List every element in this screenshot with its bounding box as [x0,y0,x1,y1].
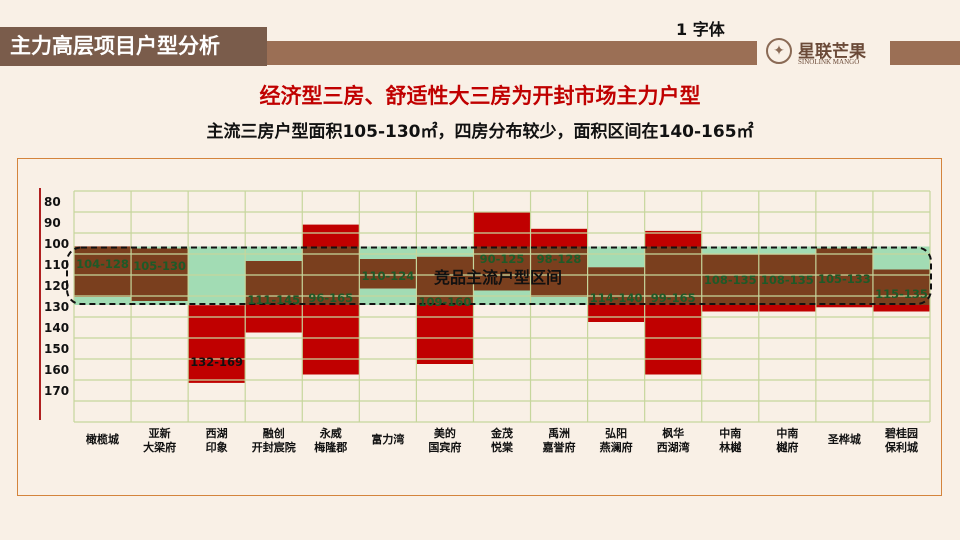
y-tick-label: 100 [44,237,69,251]
overlap-bar [302,246,360,305]
logo: ✦ 星联芒果 SINOLINK MANGO [766,38,886,68]
overlap-bar [701,254,759,305]
y-tick-label: 130 [44,300,69,314]
y-tick-label: 90 [44,216,61,230]
overlap-bar [587,267,645,305]
x-tick-label: 富力湾 [371,432,404,446]
chart-frame [17,158,942,496]
data-label: 132-169 [190,355,243,369]
data-label: 110-124 [361,269,414,283]
header-bar-right [890,41,960,65]
x-tick-label: 西湖湾 [657,440,690,454]
x-tick-label: 印象 [206,440,228,454]
x-tick-label: 弘阳 [605,426,627,440]
mainstream-band-outline [66,246,932,305]
overlap-bar [359,259,417,289]
data-label: 109-160 [419,295,472,309]
data-label: 105-130 [133,259,186,273]
y-tick-label: 170 [44,384,69,398]
overlap-bar [530,246,588,297]
x-tick-label: 悦棠 [491,440,514,454]
y-tick-label: 80 [44,195,61,209]
x-tick-label: 西湖 [206,426,228,440]
y-tick-label: 150 [44,342,69,356]
x-tick-label: 大梁府 [143,440,176,454]
data-label: 90-125 [480,252,525,266]
data-label: 114-140 [590,291,643,305]
overlap-bar [74,246,132,297]
data-label: 99-165 [651,291,696,305]
x-tick-label: 林樾 [719,440,742,454]
x-tick-label: 梅隆郡 [314,440,347,454]
x-tick-label: 碧桂园 [884,426,918,440]
x-tick-label: 燕澜府 [600,440,633,454]
subheadline: 主流三房户型面积105-130㎡，四房分布较少，面积区间在140-165㎡ [206,122,754,142]
x-tick-label: 圣桦城 [827,432,861,446]
x-tick-label: 金茂 [490,426,513,440]
x-tick-label: 橄榄城 [86,432,119,446]
data-label: 104-128 [76,257,129,271]
x-tick-label: 中南 [719,426,741,440]
overlap-bar [245,261,303,305]
data-label: 115-135 [875,287,928,301]
x-tick-label: 开封宸院 [252,440,296,454]
data-label: 98-128 [537,252,582,266]
x-tick-label: 融创 [263,426,285,440]
range-bar [188,305,246,383]
y-tick-label: 160 [44,363,69,377]
x-tick-label: 美的 [434,426,456,440]
overlap-bar [416,256,474,305]
data-label: 108-135 [704,273,757,287]
x-tick-label: 中南 [776,426,798,440]
logo-text: 星联芒果 [798,42,866,62]
y-tick-label: 120 [44,279,69,293]
x-tick-label: 樾府 [776,440,798,454]
logo-subtext: SINOLINK MANGO [798,58,860,66]
data-label: 111-145 [247,293,300,307]
note-label: 1 字体 [676,20,725,39]
band-label: 竞品主流户型区间 [434,268,562,287]
overlap-bar [758,254,816,305]
data-label: 105-133 [818,272,871,286]
x-tick-label: 保利城 [884,440,918,454]
x-tick-label: 嘉誉府 [542,440,576,454]
x-tick-label: 国宾府 [428,440,461,454]
logo-star-icon: ✦ [766,38,792,64]
x-tick-label: 永威 [319,426,342,440]
data-label: 108-135 [761,273,814,287]
x-tick-label: 亚新 [149,426,171,440]
y-tick-label: 110 [44,258,69,272]
x-tick-label: 枫华 [662,426,684,440]
data-label: 96-165 [308,291,353,305]
headline: 经济型三房、舒适性大三房为开封市场主力户型 [259,84,701,108]
y-tick-label: 140 [44,321,69,335]
page-title: 主力高层项目户型分析 [0,27,267,66]
overlap-bar [644,246,702,305]
x-tick-label: 禹洲 [548,426,570,440]
